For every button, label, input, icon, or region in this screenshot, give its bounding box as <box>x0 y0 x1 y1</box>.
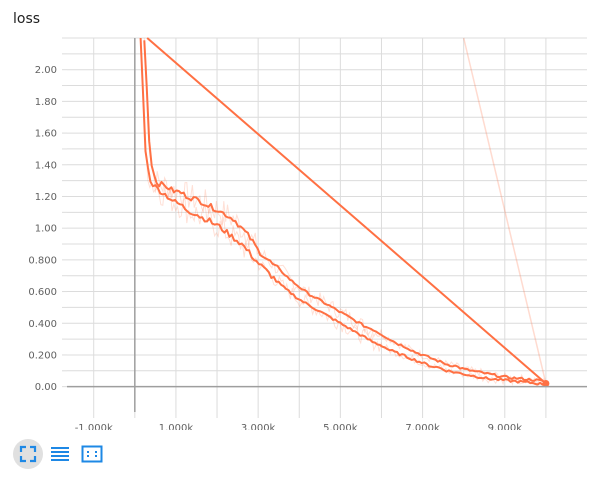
fullscreen-button[interactable] <box>13 439 43 469</box>
connector-line <box>146 37 547 385</box>
x-tick-label: 9.000k <box>488 423 523 430</box>
x-tick-label: 5.000k <box>323 423 358 430</box>
raw-series-line-1 <box>143 38 547 385</box>
fit-domain-button[interactable] <box>77 439 107 469</box>
y-tick-label: 1.00 <box>35 224 57 235</box>
y-tick-label: 0.00 <box>35 382 57 393</box>
y-tick-label: 0.800 <box>28 255 57 266</box>
y-tick-label: 1.20 <box>35 192 57 203</box>
grid <box>62 37 587 418</box>
series-line-1 <box>143 40 547 383</box>
log-scale-button[interactable] <box>45 439 75 469</box>
raw-series-line-2 <box>140 42 547 388</box>
chart-title: loss <box>13 11 41 27</box>
loss-chart: 0.00 0.200 0.400 0.600 0.800 1.00 1.20 1.40 1.60… <box>28 37 587 430</box>
y-tick-label: 1.60 <box>35 129 57 140</box>
series-line-2 <box>139 37 547 386</box>
y-tick-label: 2.00 <box>35 65 57 76</box>
list-icon <box>51 447 69 461</box>
series-layer <box>139 37 550 387</box>
raw-connector-line <box>462 37 547 384</box>
y-tick-label: 0.200 <box>28 350 57 361</box>
x-tick-label: 3.000k <box>241 423 276 430</box>
x-tick-label: 7.000k <box>405 423 440 430</box>
y-tick-label: 0.600 <box>28 287 57 298</box>
series-end-marker <box>542 379 550 387</box>
axes <box>67 38 587 412</box>
chart-toolbar <box>13 437 109 471</box>
x-tick-label: -1.000k <box>75 423 113 430</box>
y-tick-label: 1.80 <box>35 97 57 108</box>
y-tick-label: 0.400 <box>28 319 57 330</box>
fit-domain-icon <box>81 445 103 463</box>
x-tick-label: 1.000k <box>159 423 194 430</box>
tick-labels: 0.00 0.200 0.400 0.600 0.800 1.00 1.20 1.40 1.60… <box>28 65 522 430</box>
y-tick-label: 1.40 <box>35 160 57 171</box>
fullscreen-icon <box>19 445 37 463</box>
